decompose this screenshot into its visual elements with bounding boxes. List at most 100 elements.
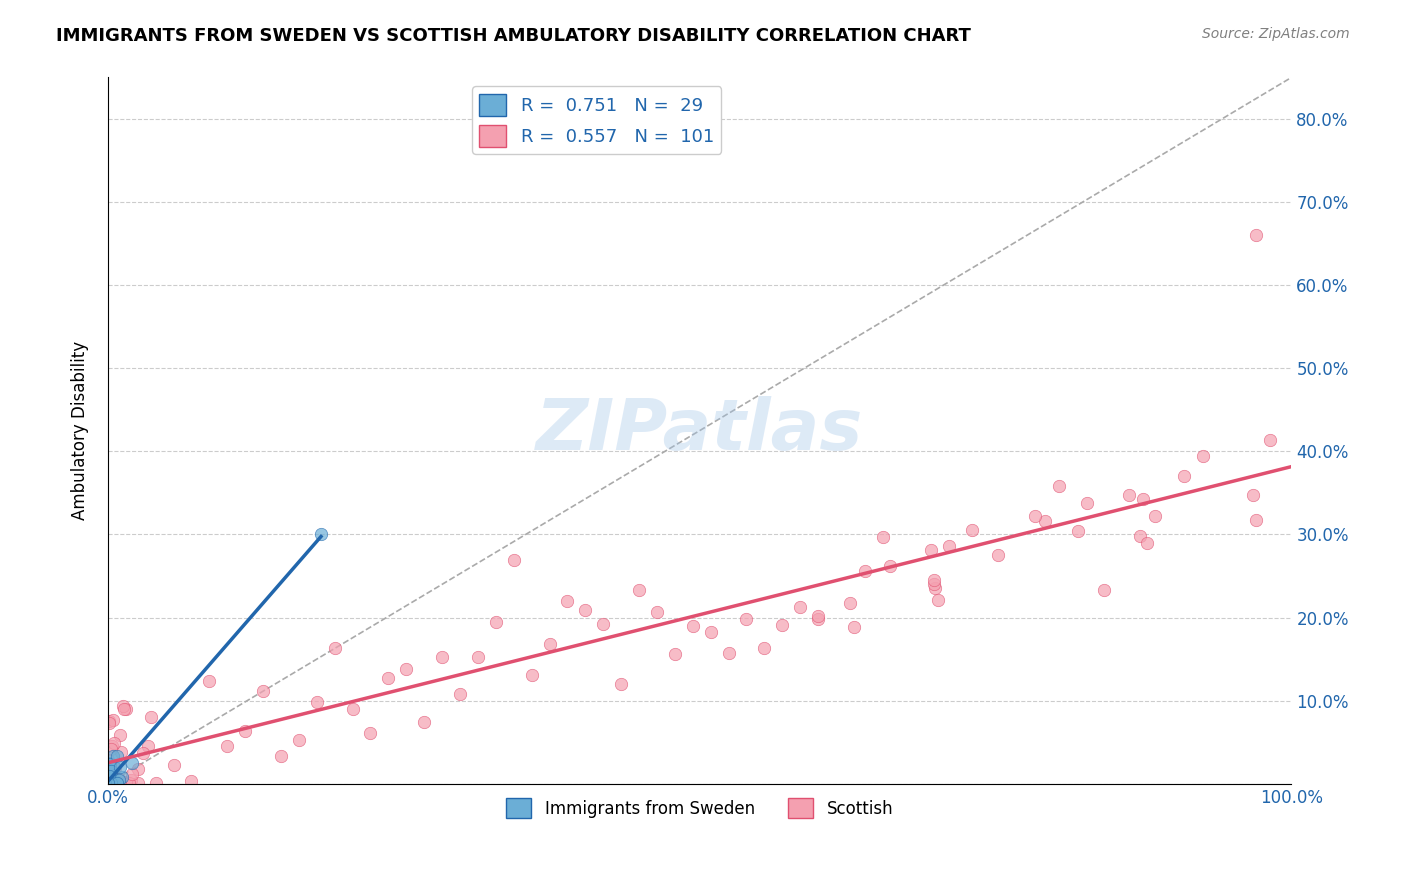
- Point: [699, 624, 721, 639]
- Point: [1066, 524, 1088, 538]
- Point: [309, 527, 332, 541]
- Point: [395, 661, 418, 675]
- Point: [377, 671, 399, 685]
- Point: [98, 776, 121, 790]
- Point: [103, 772, 125, 786]
- Point: [270, 749, 292, 764]
- Point: [101, 776, 124, 790]
- Point: [502, 553, 524, 567]
- Point: [108, 728, 131, 742]
- Text: ZIPatlas: ZIPatlas: [536, 396, 863, 465]
- Point: [1173, 468, 1195, 483]
- Point: [1246, 513, 1268, 527]
- Point: [754, 641, 776, 656]
- Point: [105, 776, 128, 790]
- Point: [97, 770, 120, 784]
- Text: IMMIGRANTS FROM SWEDEN VS SCOTTISH AMBULATORY DISABILITY CORRELATION CHART: IMMIGRANTS FROM SWEDEN VS SCOTTISH AMBUL…: [56, 27, 972, 45]
- Point: [97, 715, 120, 730]
- Point: [1260, 434, 1282, 448]
- Point: [114, 702, 136, 716]
- Point: [960, 523, 983, 537]
- Point: [108, 760, 131, 774]
- Point: [305, 695, 328, 709]
- Point: [520, 668, 543, 682]
- Point: [592, 617, 614, 632]
- Point: [610, 677, 633, 691]
- Point: [97, 773, 120, 788]
- Point: [103, 760, 125, 774]
- Point: [110, 770, 132, 784]
- Point: [288, 733, 311, 747]
- Point: [101, 776, 124, 790]
- Point: [538, 637, 561, 651]
- Point: [342, 701, 364, 715]
- Point: [100, 764, 122, 779]
- Point: [97, 769, 120, 783]
- Point: [117, 776, 139, 790]
- Point: [101, 739, 124, 753]
- Point: [100, 741, 122, 756]
- Point: [924, 576, 946, 591]
- Point: [842, 620, 865, 634]
- Point: [107, 772, 129, 787]
- Point: [1092, 582, 1115, 597]
- Point: [107, 749, 129, 764]
- Point: [922, 573, 945, 587]
- Point: [101, 748, 124, 763]
- Point: [628, 583, 651, 598]
- Point: [1241, 488, 1264, 502]
- Point: [413, 714, 436, 729]
- Point: [100, 776, 122, 790]
- Point: [103, 714, 125, 728]
- Point: [100, 776, 122, 790]
- Y-axis label: Ambulatory Disability: Ambulatory Disability: [72, 341, 89, 520]
- Point: [1192, 449, 1215, 463]
- Point: [110, 745, 132, 759]
- Legend: Immigrants from Sweden, Scottish: Immigrants from Sweden, Scottish: [499, 791, 900, 825]
- Point: [112, 699, 135, 714]
- Point: [97, 772, 120, 787]
- Point: [1024, 509, 1046, 524]
- Point: [132, 746, 155, 760]
- Point: [1129, 529, 1152, 543]
- Point: [449, 687, 471, 701]
- Point: [1118, 488, 1140, 502]
- Point: [100, 776, 122, 790]
- Point: [114, 774, 136, 789]
- Point: [920, 543, 942, 558]
- Point: [97, 776, 120, 790]
- Point: [97, 756, 120, 770]
- Point: [97, 776, 120, 790]
- Point: [252, 684, 274, 698]
- Point: [127, 762, 149, 776]
- Point: [717, 646, 740, 660]
- Point: [467, 650, 489, 665]
- Point: [97, 764, 120, 778]
- Point: [100, 776, 122, 790]
- Point: [180, 773, 202, 788]
- Point: [217, 739, 239, 753]
- Point: [645, 605, 668, 619]
- Point: [938, 539, 960, 553]
- Point: [789, 599, 811, 614]
- Point: [485, 615, 508, 630]
- Point: [105, 776, 128, 790]
- Point: [98, 776, 121, 790]
- Point: [557, 594, 579, 608]
- Point: [100, 773, 122, 788]
- Point: [127, 776, 149, 790]
- Point: [198, 674, 221, 689]
- Point: [100, 776, 122, 790]
- Point: [97, 714, 120, 728]
- Point: [120, 773, 142, 788]
- Point: [108, 772, 131, 786]
- Point: [121, 756, 143, 770]
- Point: [1144, 508, 1167, 523]
- Point: [879, 559, 901, 574]
- Point: [323, 640, 346, 655]
- Point: [664, 648, 686, 662]
- Point: [121, 767, 143, 781]
- Point: [97, 776, 120, 790]
- Point: [1136, 535, 1159, 549]
- Point: [1244, 228, 1267, 243]
